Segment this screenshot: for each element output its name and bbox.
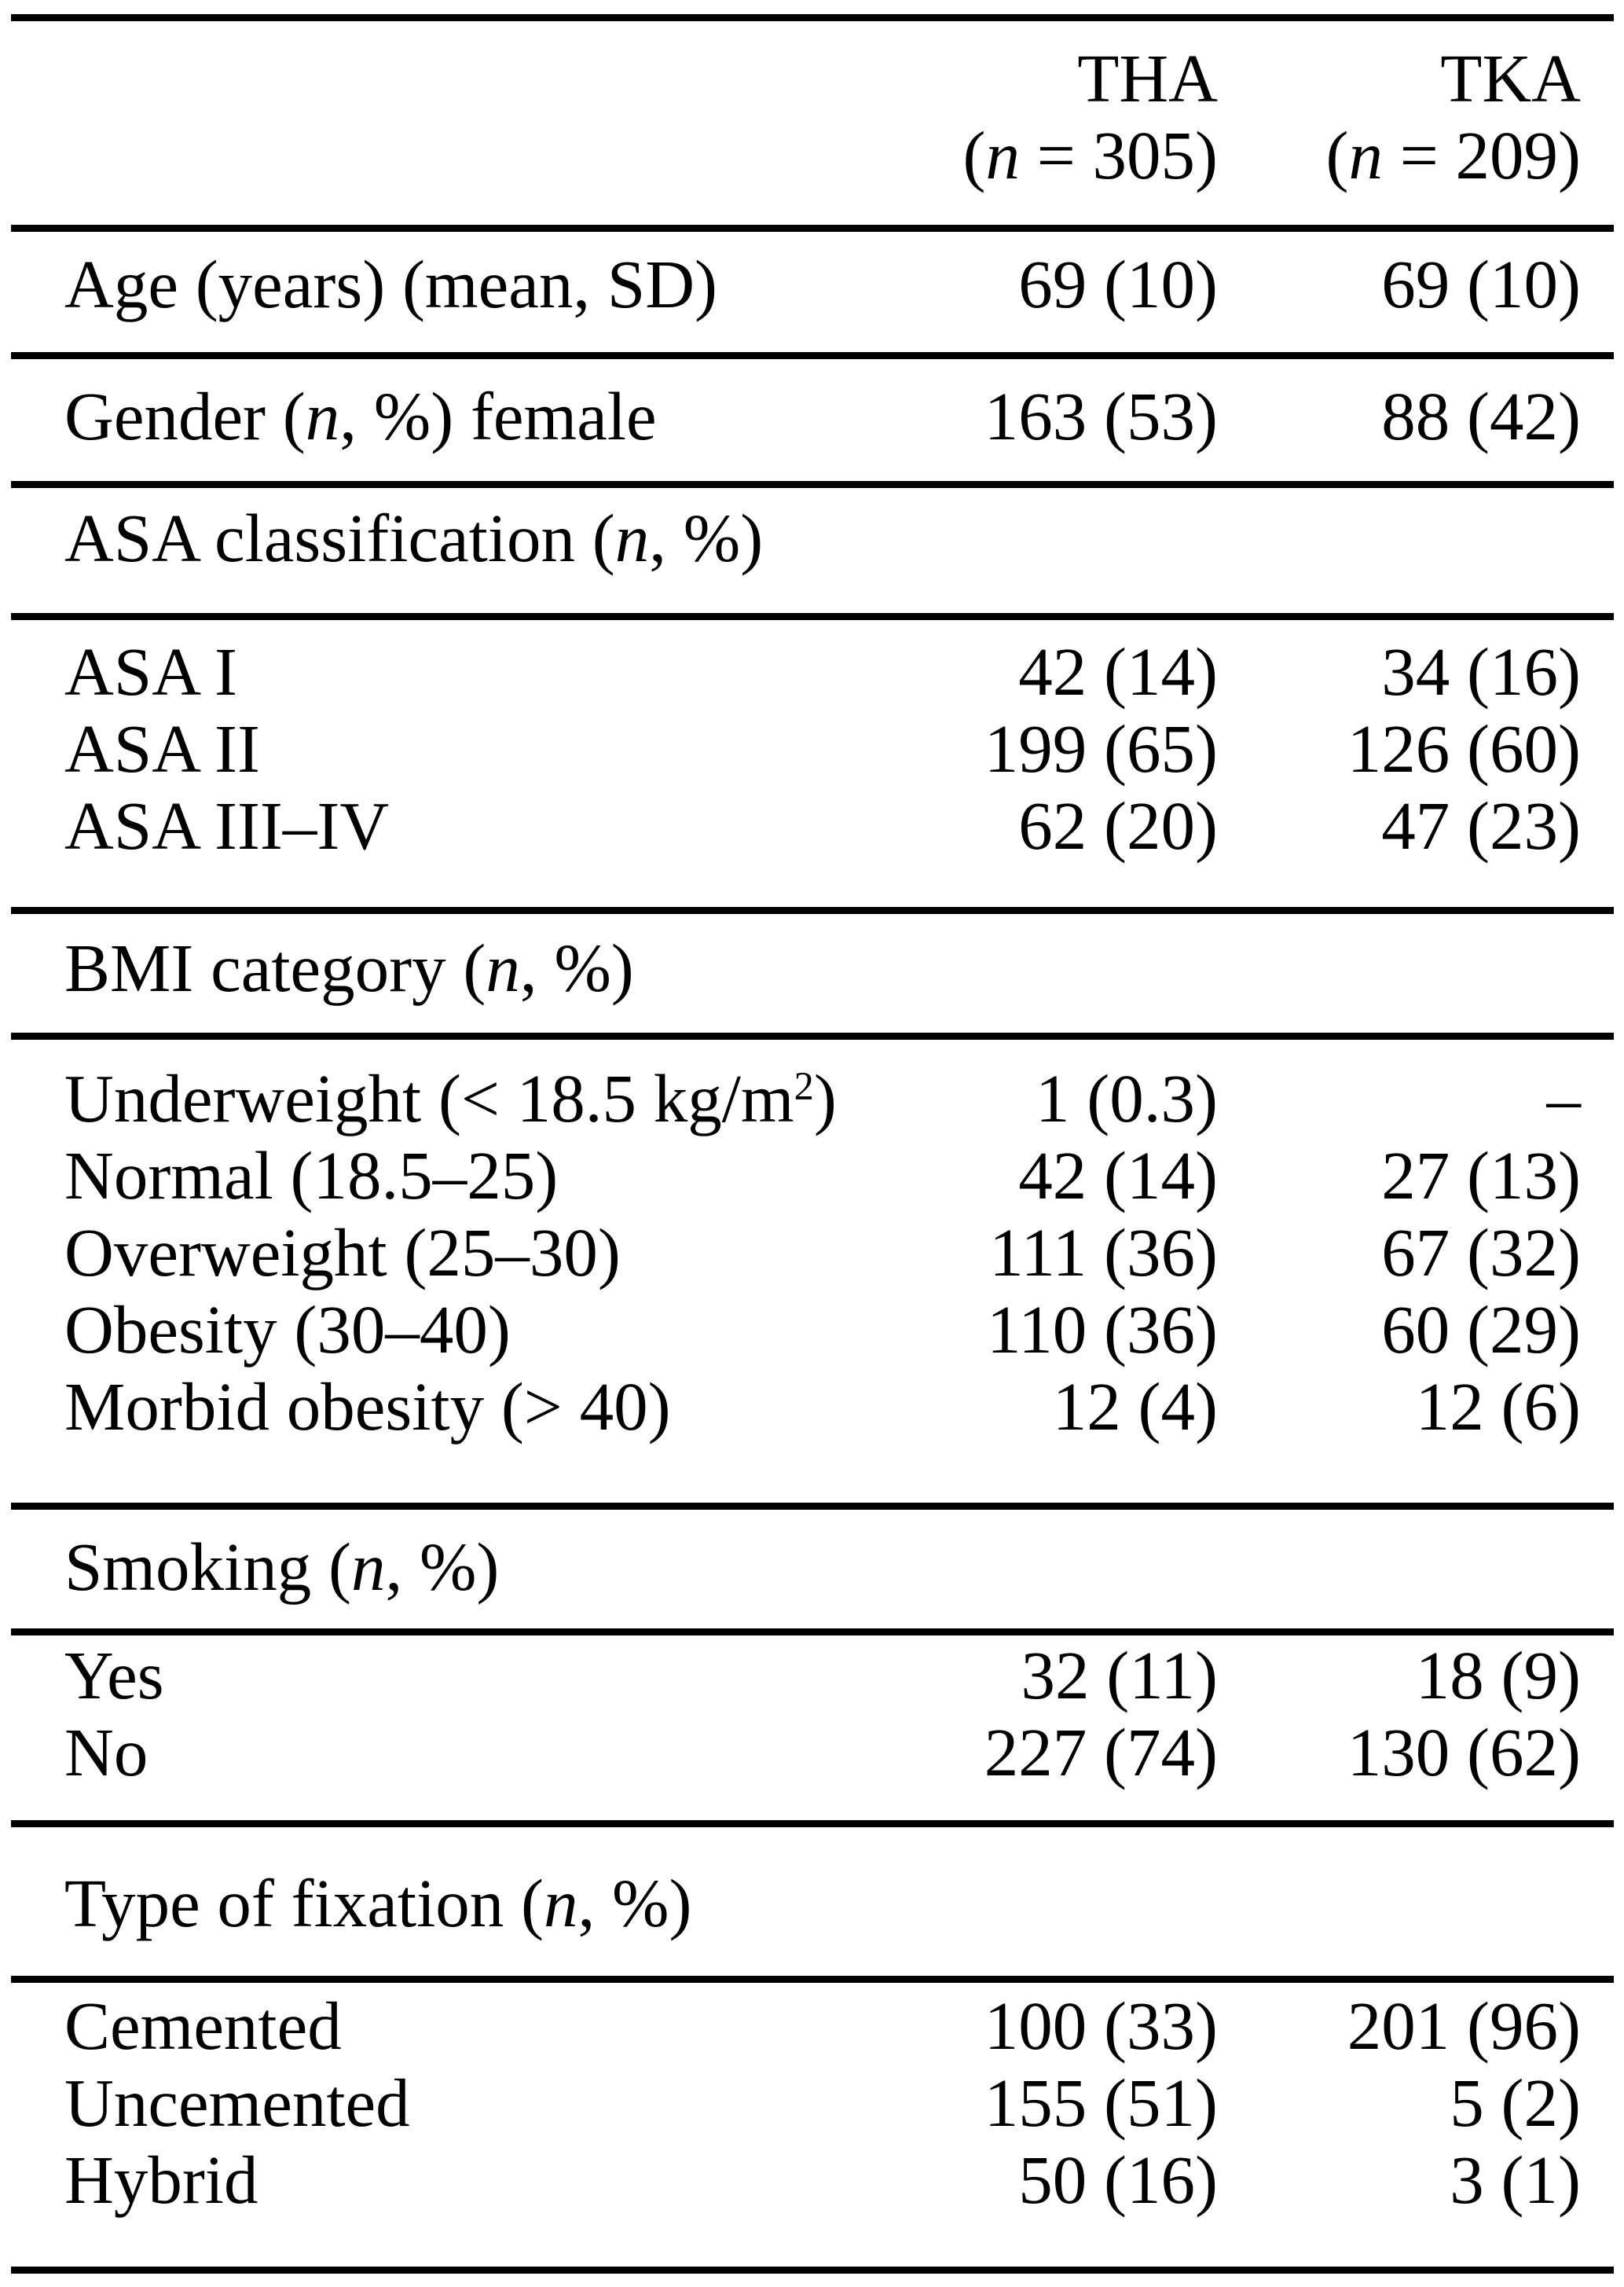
horizontal-rule bbox=[11, 2267, 1614, 2274]
tha-value: 32 (11) bbox=[1021, 1637, 1218, 1713]
horizontal-rule bbox=[11, 1503, 1614, 1510]
table-row-smoking-yes: Yes 32 (11) 18 (9) bbox=[0, 1637, 1624, 1714]
row-label: ASA III–IV bbox=[64, 787, 390, 864]
table-row-morbid-obesity: Morbid obesity (> 40) 12 (4) 12 (6) bbox=[0, 1368, 1624, 1445]
row-label: Hybrid bbox=[64, 2142, 258, 2218]
horizontal-rule bbox=[11, 14, 1614, 21]
row-label: Obesity (30–40) bbox=[64, 1291, 511, 1367]
horizontal-rule bbox=[11, 225, 1614, 232]
table-row-cemented: Cemented 100 (33) 201 (96) bbox=[0, 1988, 1624, 2065]
row-label: Yes bbox=[64, 1637, 164, 1713]
tka-value: – bbox=[1546, 1060, 1582, 1136]
row-label: ASA II bbox=[64, 710, 260, 787]
horizontal-rule bbox=[11, 907, 1614, 914]
row-label: ASA I bbox=[64, 633, 237, 710]
horizontal-rule bbox=[11, 1033, 1614, 1040]
tka-value: 5 (2) bbox=[1450, 2065, 1581, 2141]
row-label: Underweight (< 18.5 kg/m2) bbox=[64, 1060, 837, 1136]
row-label: Uncemented bbox=[64, 2065, 410, 2141]
section-header-label: Smoking (n, %) bbox=[64, 1529, 500, 1605]
row-label: Cemented bbox=[64, 1988, 342, 2064]
table-row-smoking-no: No 227 (74) 130 (62) bbox=[0, 1714, 1624, 1791]
horizontal-rule bbox=[11, 1820, 1614, 1827]
tka-value: 201 (96) bbox=[1347, 1988, 1581, 2064]
column-header-tka: TKA (n = 209) bbox=[1226, 40, 1581, 194]
row-label: Overweight (25–30) bbox=[64, 1214, 621, 1290]
tha-value: 111 (36) bbox=[989, 1214, 1218, 1290]
row-label: Age (years) (mean, SD) bbox=[64, 246, 718, 322]
tka-value: 18 (9) bbox=[1415, 1637, 1581, 1713]
table-row-asa-1: ASA I 42 (14) 34 (16) bbox=[0, 633, 1624, 710]
tha-value: 69 (10) bbox=[1018, 246, 1218, 322]
section-header-label: ASA classification (n, %) bbox=[64, 500, 764, 576]
tha-value: 62 (20) bbox=[1018, 787, 1218, 864]
tha-value: 100 (33) bbox=[984, 1988, 1218, 2064]
horizontal-rule bbox=[11, 613, 1614, 620]
row-label: Gender (n, %) female bbox=[64, 378, 657, 454]
column-header-tha-title: THA bbox=[1077, 40, 1218, 116]
horizontal-rule bbox=[11, 481, 1614, 488]
tka-value: 3 (1) bbox=[1450, 2142, 1581, 2218]
table-row-gender: Gender (n, %) female 163 (53) 88 (42) bbox=[0, 378, 1624, 455]
tka-value: 88 (42) bbox=[1381, 378, 1581, 454]
tha-value: 50 (16) bbox=[1018, 2142, 1218, 2218]
row-label: Morbid obesity (> 40) bbox=[64, 1368, 671, 1445]
table-row-obesity: Obesity (30–40) 110 (36) 60 (29) bbox=[0, 1291, 1624, 1368]
tha-value: 110 (36) bbox=[987, 1291, 1218, 1367]
section-header-bmi: BMI category (n, %) bbox=[0, 930, 1624, 1007]
horizontal-rule bbox=[11, 1976, 1614, 1983]
section-header-fixation: Type of fixation (n, %) bbox=[0, 1865, 1624, 1942]
tka-value: 130 (62) bbox=[1347, 1714, 1581, 1790]
tha-value: 155 (51) bbox=[984, 2065, 1218, 2141]
row-label: Normal (18.5–25) bbox=[64, 1137, 559, 1213]
tka-value: 60 (29) bbox=[1381, 1291, 1581, 1367]
tka-value: 69 (10) bbox=[1381, 246, 1581, 322]
tha-value: 199 (65) bbox=[984, 710, 1218, 787]
tha-value: 42 (14) bbox=[1018, 633, 1218, 710]
tha-value: 227 (74) bbox=[984, 1714, 1218, 1790]
tha-value: 163 (53) bbox=[984, 378, 1218, 454]
table-row-hybrid: Hybrid 50 (16) 3 (1) bbox=[0, 2142, 1624, 2219]
column-header-tha-n: (n = 305) bbox=[962, 117, 1218, 193]
table-row-normal: Normal (18.5–25) 42 (14) 27 (13) bbox=[0, 1137, 1624, 1214]
tka-value: 67 (32) bbox=[1381, 1214, 1581, 1290]
horizontal-rule bbox=[11, 352, 1614, 359]
column-header-tka-title: TKA bbox=[1440, 40, 1581, 116]
horizontal-rule bbox=[11, 1628, 1614, 1635]
table-row-asa-2: ASA II 199 (65) 126 (60) bbox=[0, 710, 1624, 787]
row-label: No bbox=[64, 1714, 148, 1790]
table-row-underweight: Underweight (< 18.5 kg/m2) 1 (0.3) – bbox=[0, 1060, 1624, 1137]
tha-value: 1 (0.3) bbox=[1036, 1060, 1218, 1136]
column-header-tka-n: (n = 209) bbox=[1325, 117, 1581, 193]
tka-value: 12 (6) bbox=[1415, 1368, 1581, 1445]
tka-value: 27 (13) bbox=[1381, 1137, 1581, 1213]
section-header-label: Type of fixation (n, %) bbox=[64, 1865, 692, 1941]
table-row-asa-3-4: ASA III–IV 62 (20) 47 (23) bbox=[0, 787, 1624, 865]
table-row-overweight: Overweight (25–30) 111 (36) 67 (32) bbox=[0, 1214, 1624, 1291]
section-header-label: BMI category (n, %) bbox=[64, 930, 634, 1006]
table-row-uncemented: Uncemented 155 (51) 5 (2) bbox=[0, 2065, 1624, 2142]
table-row-age: Age (years) (mean, SD) 69 (10) 69 (10) bbox=[0, 246, 1624, 323]
tka-value: 47 (23) bbox=[1381, 787, 1581, 864]
tka-value: 126 (60) bbox=[1347, 710, 1581, 787]
section-header-asa: ASA classification (n, %) bbox=[0, 500, 1624, 577]
tka-value: 34 (16) bbox=[1381, 633, 1581, 710]
tha-value: 42 (14) bbox=[1018, 1137, 1218, 1213]
section-header-smoking: Smoking (n, %) bbox=[0, 1529, 1624, 1606]
column-header-tha: THA (n = 305) bbox=[707, 40, 1218, 194]
tha-value: 12 (4) bbox=[1052, 1368, 1218, 1445]
